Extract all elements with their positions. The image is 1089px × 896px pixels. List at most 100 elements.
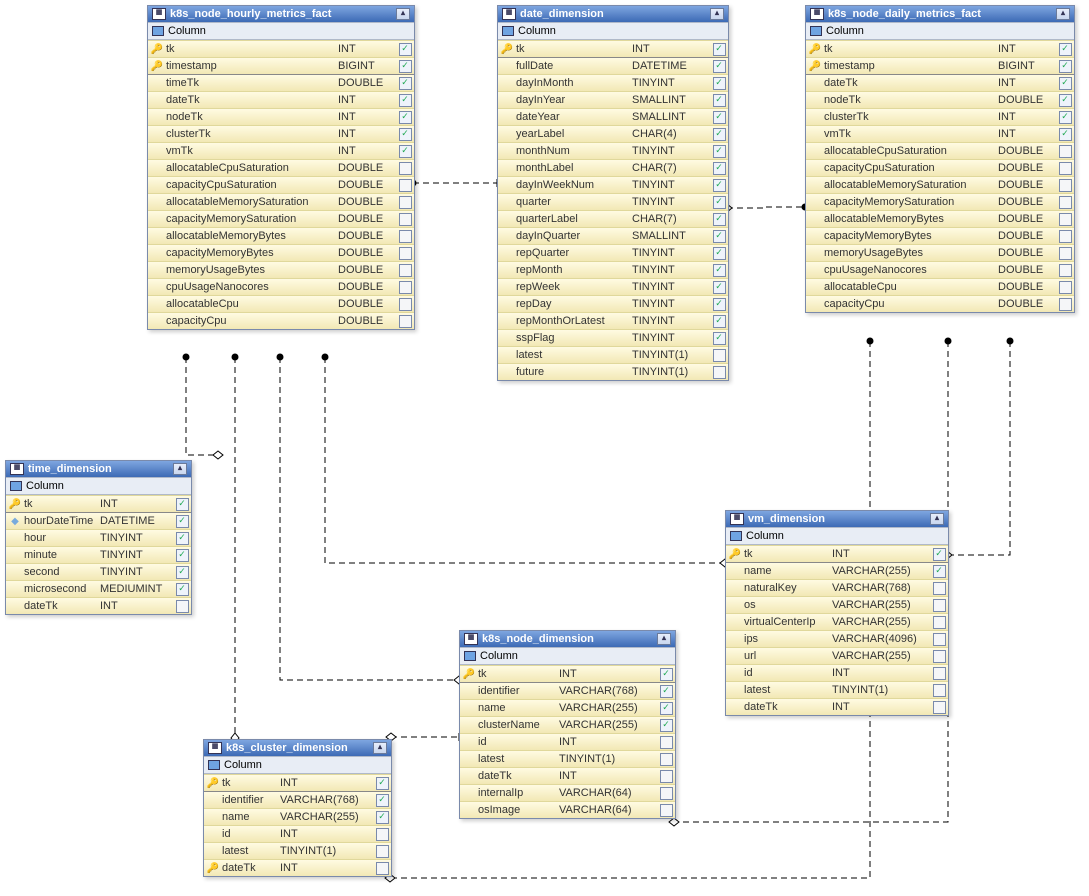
checkbox-cell[interactable]: ✓ <box>712 365 726 379</box>
checkbox-cell[interactable]: ✓ <box>712 280 726 294</box>
checkbox-cell[interactable]: ✓ <box>398 314 412 328</box>
column-row[interactable]: identifierVARCHAR(768)✓ <box>204 791 391 808</box>
checkbox-cell[interactable]: ✓ <box>398 297 412 311</box>
checkbox-cell[interactable]: ✓ <box>1058 263 1072 277</box>
checkbox-cell[interactable]: ✓ <box>1058 144 1072 158</box>
column-row[interactable]: dayInWeekNumTINYINT✓ <box>498 176 728 193</box>
column-row[interactable]: urlVARCHAR(255)✓ <box>726 647 948 664</box>
column-row[interactable]: capacityCpuSaturationDOUBLE✓ <box>148 176 414 193</box>
checkbox-cell[interactable]: ✓ <box>375 793 389 807</box>
checkbox-cell[interactable]: ✓ <box>398 280 412 294</box>
column-row[interactable]: dayInYearSMALLINT✓ <box>498 91 728 108</box>
column-row[interactable]: memoryUsageBytesDOUBLE✓ <box>806 244 1074 261</box>
checkbox-cell[interactable]: ✓ <box>375 776 389 790</box>
checkbox-cell[interactable]: ✓ <box>398 229 412 243</box>
checkbox-cell[interactable]: ✓ <box>175 582 189 596</box>
checkbox-cell[interactable]: ✓ <box>1058 93 1072 107</box>
checkbox-cell[interactable]: ✓ <box>398 93 412 107</box>
column-row[interactable]: latestTINYINT(1)✓ <box>498 346 728 363</box>
checkbox-cell[interactable]: ✓ <box>398 246 412 260</box>
column-row[interactable]: allocatableCpuSaturationDOUBLE✓ <box>806 142 1074 159</box>
column-row[interactable]: microsecondMEDIUMINT✓ <box>6 580 191 597</box>
collapse-icon[interactable]: ▴ <box>373 742 387 754</box>
column-row[interactable]: fullDateDATETIME✓ <box>498 57 728 74</box>
column-row[interactable]: cpuUsageNanocoresDOUBLE✓ <box>806 261 1074 278</box>
column-row[interactable]: allocatableMemoryBytesDOUBLE✓ <box>148 227 414 244</box>
column-row[interactable]: futureTINYINT(1)✓ <box>498 363 728 380</box>
checkbox-cell[interactable]: ✓ <box>712 348 726 362</box>
checkbox-cell[interactable]: ✓ <box>659 735 673 749</box>
checkbox-cell[interactable]: ✓ <box>1058 178 1072 192</box>
checkbox-cell[interactable]: ✓ <box>398 144 412 158</box>
column-row[interactable]: dateTkINT✓ <box>806 74 1074 91</box>
column-row[interactable]: clusterTkINT✓ <box>806 108 1074 125</box>
checkbox-cell[interactable]: ✓ <box>932 581 946 595</box>
checkbox-cell[interactable]: ✓ <box>712 76 726 90</box>
column-row[interactable]: allocatableMemorySaturationDOUBLE✓ <box>148 193 414 210</box>
checkbox-cell[interactable]: ✓ <box>932 615 946 629</box>
entity-date_dim[interactable]: ▦date_dimension▴Column🔑tkINT✓fullDateDAT… <box>497 5 729 381</box>
checkbox-cell[interactable]: ✓ <box>175 548 189 562</box>
column-row[interactable]: latestTINYINT(1)✓ <box>726 681 948 698</box>
checkbox-cell[interactable]: ✓ <box>932 700 946 714</box>
checkbox-cell[interactable]: ✓ <box>712 93 726 107</box>
checkbox-cell[interactable]: ✓ <box>659 718 673 732</box>
checkbox-cell[interactable]: ✓ <box>175 565 189 579</box>
column-row[interactable]: allocatableMemorySaturationDOUBLE✓ <box>806 176 1074 193</box>
checkbox-cell[interactable]: ✓ <box>398 195 412 209</box>
column-row[interactable]: ◆hourDateTimeDATETIME✓ <box>6 512 191 529</box>
collapse-icon[interactable]: ▴ <box>1056 8 1070 20</box>
column-row[interactable]: capacityMemoryBytesDOUBLE✓ <box>148 244 414 261</box>
column-row[interactable]: dateTkINT✓ <box>148 91 414 108</box>
column-row[interactable]: quarterTINYINT✓ <box>498 193 728 210</box>
table-titlebar[interactable]: ▦k8s_node_daily_metrics_fact▴ <box>806 6 1074 22</box>
column-row[interactable]: memoryUsageBytesDOUBLE✓ <box>148 261 414 278</box>
checkbox-cell[interactable]: ✓ <box>398 42 412 56</box>
column-row[interactable]: nameVARCHAR(255)✓ <box>204 808 391 825</box>
column-row[interactable]: secondTINYINT✓ <box>6 563 191 580</box>
checkbox-cell[interactable]: ✓ <box>932 666 946 680</box>
column-row[interactable]: repWeekTINYINT✓ <box>498 278 728 295</box>
checkbox-cell[interactable]: ✓ <box>659 769 673 783</box>
column-row[interactable]: 🔑tkINT✓ <box>460 665 675 682</box>
checkbox-cell[interactable]: ✓ <box>1058 110 1072 124</box>
checkbox-cell[interactable]: ✓ <box>1058 229 1072 243</box>
checkbox-cell[interactable]: ✓ <box>659 684 673 698</box>
column-row[interactable]: ipsVARCHAR(4096)✓ <box>726 630 948 647</box>
table-titlebar[interactable]: ▦date_dimension▴ <box>498 6 728 22</box>
column-row[interactable]: yearLabelCHAR(4)✓ <box>498 125 728 142</box>
checkbox-cell[interactable]: ✓ <box>1058 161 1072 175</box>
checkbox-cell[interactable]: ✓ <box>398 110 412 124</box>
checkbox-cell[interactable]: ✓ <box>659 803 673 817</box>
checkbox-cell[interactable]: ✓ <box>375 844 389 858</box>
column-row[interactable]: virtualCenterIpVARCHAR(255)✓ <box>726 613 948 630</box>
checkbox-cell[interactable]: ✓ <box>659 701 673 715</box>
checkbox-cell[interactable]: ✓ <box>398 178 412 192</box>
column-row[interactable]: 🔑tkINT✓ <box>498 40 728 57</box>
checkbox-cell[interactable]: ✓ <box>398 263 412 277</box>
checkbox-cell[interactable]: ✓ <box>398 76 412 90</box>
column-row[interactable]: capacityMemoryBytesDOUBLE✓ <box>806 227 1074 244</box>
column-row[interactable]: 🔑dateTkINT✓ <box>204 859 391 876</box>
entity-daily[interactable]: ▦k8s_node_daily_metrics_fact▴Column🔑tkIN… <box>805 5 1075 313</box>
checkbox-cell[interactable]: ✓ <box>1058 297 1072 311</box>
checkbox-cell[interactable]: ✓ <box>659 786 673 800</box>
table-titlebar[interactable]: ▦k8s_cluster_dimension▴ <box>204 740 391 756</box>
checkbox-cell[interactable]: ✓ <box>932 632 946 646</box>
column-row[interactable]: naturalKeyVARCHAR(768)✓ <box>726 579 948 596</box>
column-row[interactable]: nodeTkDOUBLE✓ <box>806 91 1074 108</box>
column-row[interactable]: allocatableCpuSaturationDOUBLE✓ <box>148 159 414 176</box>
column-row[interactable]: idINT✓ <box>726 664 948 681</box>
table-titlebar[interactable]: ▦k8s_node_dimension▴ <box>460 631 675 647</box>
table-titlebar[interactable]: ▦vm_dimension▴ <box>726 511 948 527</box>
checkbox-cell[interactable]: ✓ <box>375 861 389 875</box>
column-row[interactable]: 🔑timestampBIGINT✓ <box>148 57 414 74</box>
column-row[interactable]: nodeTkINT✓ <box>148 108 414 125</box>
column-row[interactable]: dateYearSMALLINT✓ <box>498 108 728 125</box>
checkbox-cell[interactable]: ✓ <box>712 110 726 124</box>
column-row[interactable]: capacityMemorySaturationDOUBLE✓ <box>148 210 414 227</box>
column-row[interactable]: clusterNameVARCHAR(255)✓ <box>460 716 675 733</box>
column-row[interactable]: capacityCpuDOUBLE✓ <box>148 312 414 329</box>
checkbox-cell[interactable]: ✓ <box>175 514 189 528</box>
checkbox-cell[interactable]: ✓ <box>375 810 389 824</box>
